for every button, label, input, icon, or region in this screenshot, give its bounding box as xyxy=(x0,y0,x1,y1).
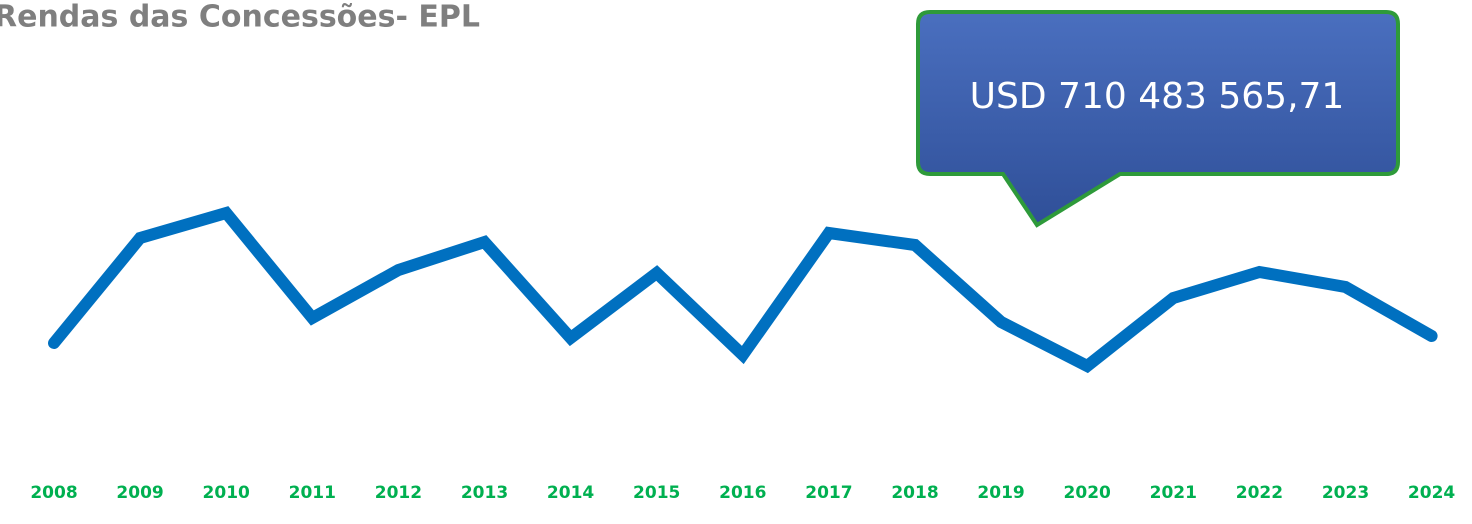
data-line xyxy=(48,206,1438,374)
x-tick-label: 2019 xyxy=(977,483,1024,503)
x-tick-label: 2017 xyxy=(805,483,852,503)
chart-title: Rendas das Concessões- EPL xyxy=(0,0,480,35)
x-tick-label: 2021 xyxy=(1150,483,1197,503)
x-tick-label: 2014 xyxy=(547,483,594,503)
x-tick-label: 2020 xyxy=(1064,483,1111,503)
x-tick-label: 2024 xyxy=(1408,483,1455,503)
callout-text: USD 710 483 565,71 xyxy=(970,76,1345,117)
x-tick-label: 2011 xyxy=(289,483,336,503)
x-tick-label: 2008 xyxy=(30,483,77,503)
x-tick-label: 2016 xyxy=(719,483,766,503)
x-tick-label: 2013 xyxy=(461,483,508,503)
x-tick-label: 2015 xyxy=(633,483,680,503)
x-tick-label: 2010 xyxy=(203,483,250,503)
callout xyxy=(916,10,1400,228)
x-tick-label: 2009 xyxy=(116,483,163,503)
x-tick-label: 2023 xyxy=(1322,483,1369,503)
x-tick-label: 2012 xyxy=(375,483,422,503)
x-tick-label: 2022 xyxy=(1236,483,1283,503)
x-tick-label: 2018 xyxy=(891,483,938,503)
